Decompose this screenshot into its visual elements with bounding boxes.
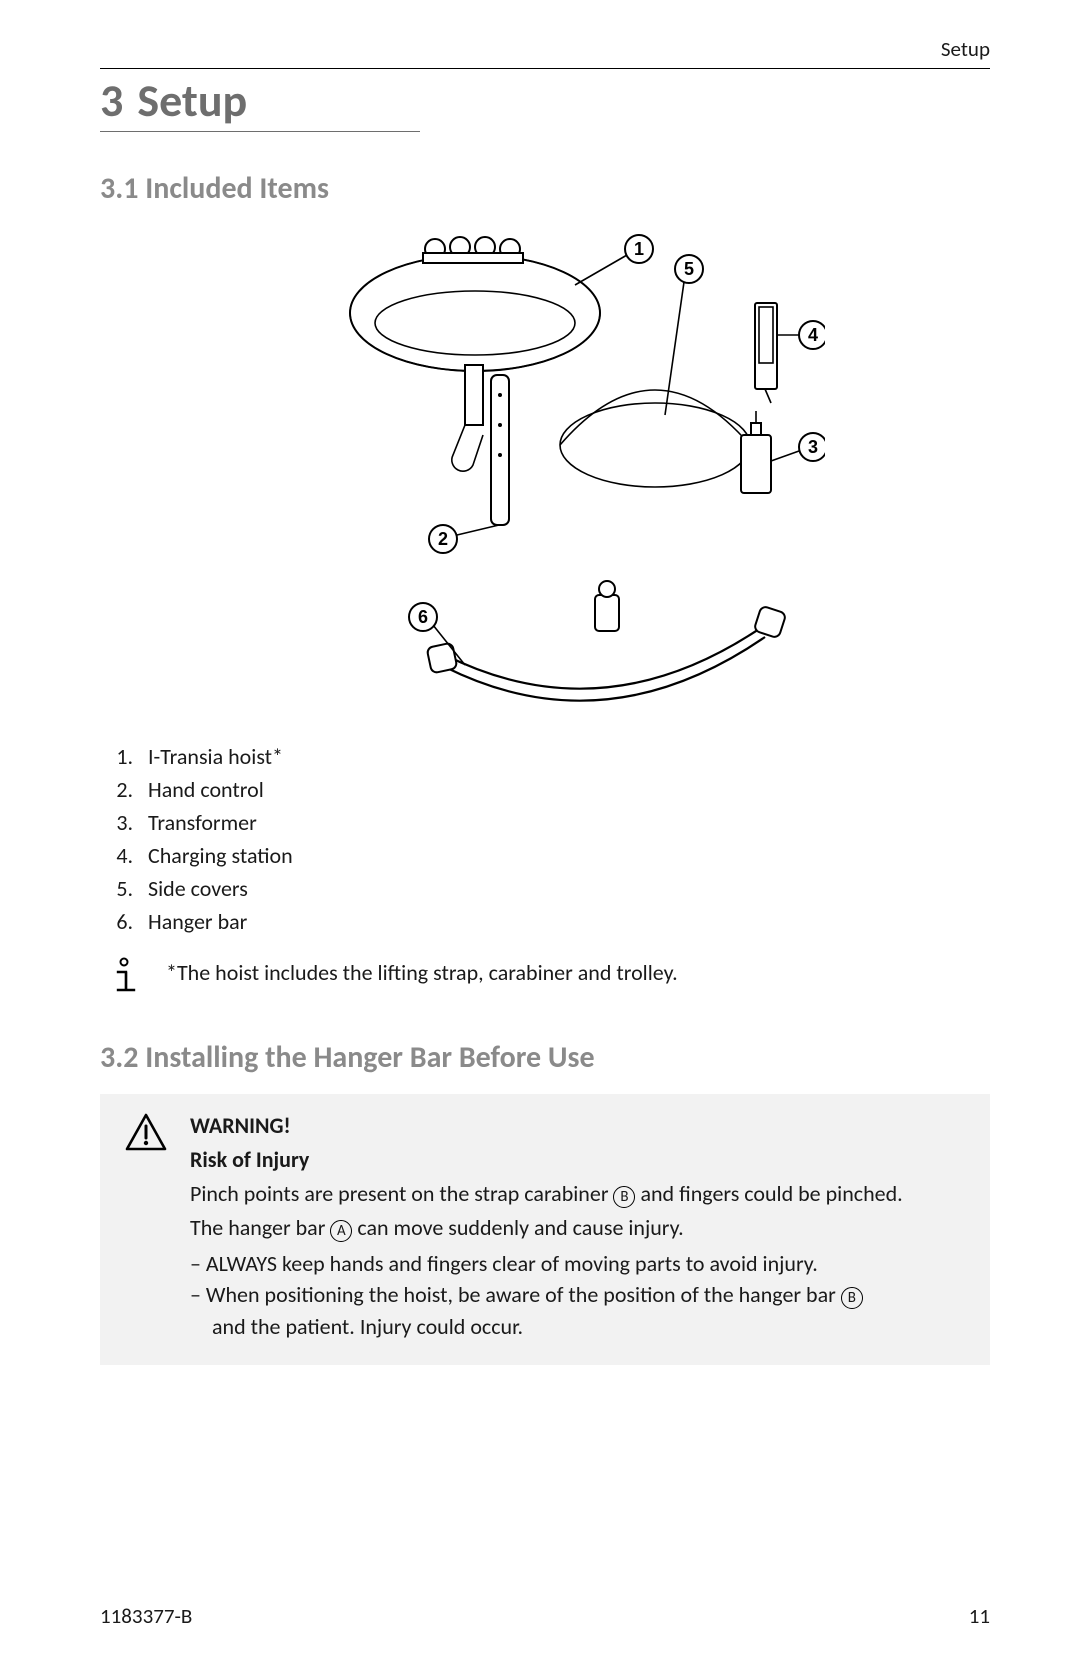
info-note: *The hoist includes the lifting strap, c… [110,956,990,1001]
page-footer: 1183377-B 11 [100,1603,990,1629]
warning-subheading: Risk of Injury [190,1146,309,1173]
warning-icon [124,1110,164,1161]
svg-text:2: 2 [438,529,448,549]
section-3-2-heading: 3.2 Installing the Hanger Bar Before Use [100,1039,990,1076]
warning-para-1: Pinch points are present on the strap ca… [190,1178,903,1210]
ref-b: B [841,1287,863,1309]
chapter-title: Setup [137,73,247,129]
list-item: Side covers [138,872,990,905]
top-rule [100,68,990,69]
svg-text:4: 4 [808,325,818,345]
warning-bullet-1: – ALWAYS keep hands and fingers clear of… [190,1248,903,1280]
ref-a: A [330,1220,352,1242]
doc-number: 1183377-B [100,1603,192,1629]
warning-bullet-2: – When positioning the hoist, be aware o… [190,1279,903,1343]
warning-box: WARNING! Risk of Injury Pinch points are… [100,1094,990,1365]
info-note-text: *The hoist includes the lifting strap, c… [166,956,678,989]
included-items-figure: .ln { fill:none; stroke:#000; stroke-wid… [100,225,990,720]
list-item: Transformer [138,806,990,839]
list-item: Charging station [138,839,990,872]
chapter-heading: 3 Setup [100,73,990,129]
warning-para-2: The hanger bar A can move suddenly and c… [190,1212,903,1244]
included-items-list: I-Transia hoist* Hand control Transforme… [100,740,990,938]
svg-text:1: 1 [634,239,644,259]
section-number: 3.1 [100,170,138,207]
running-head: Setup [100,36,990,62]
warning-body: WARNING! Risk of Injury Pinch points are… [190,1110,903,1343]
info-icon [110,956,138,1001]
svg-text:6: 6 [418,607,428,627]
svg-text:5: 5 [684,259,694,279]
svg-text:3: 3 [808,437,818,457]
section-title: Included Items [145,170,329,207]
page-number: 11 [969,1603,990,1629]
chapter-underline [100,131,420,132]
warning-heading: WARNING! [190,1112,291,1139]
list-item: I-Transia hoist* [138,740,990,773]
section-title: Installing the Hanger Bar Before Use [145,1039,594,1076]
list-item: Hanger bar [138,905,990,938]
section-number: 3.2 [100,1039,138,1076]
section-3-1-heading: 3.1 Included Items [100,170,990,207]
ref-b: B [613,1186,635,1208]
chapter-number: 3 [100,73,123,129]
list-item: Hand control [138,773,990,806]
